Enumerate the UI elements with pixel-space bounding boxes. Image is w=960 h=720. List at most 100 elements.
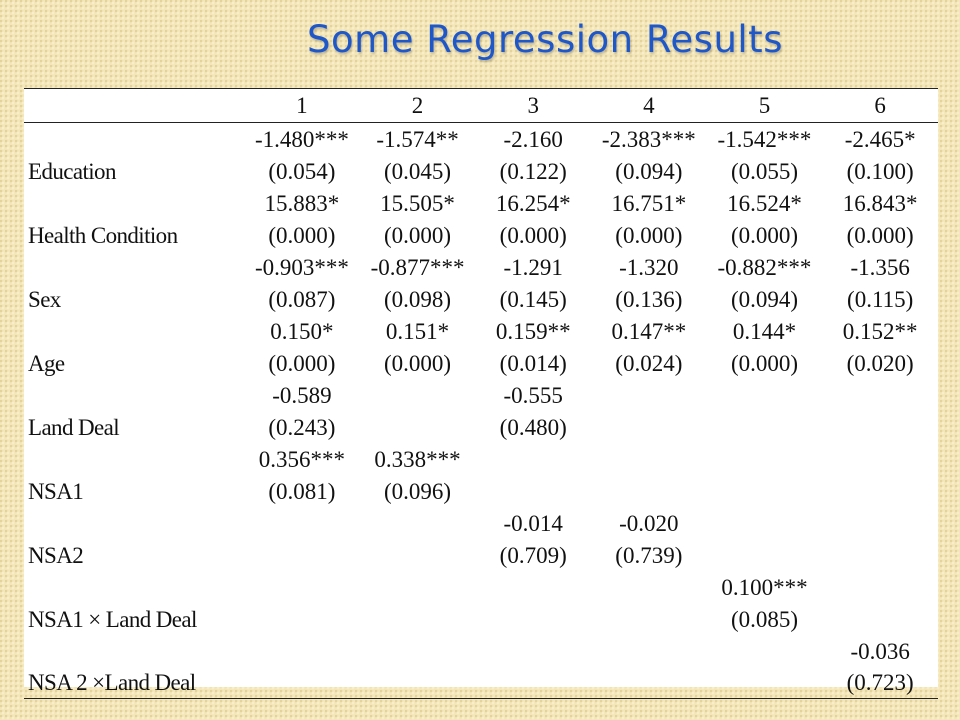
standard-error-cell: (0.122) [499, 158, 567, 184]
coefficient-row: 15.883* 15.505* 16.254* 16.751* 16.524* 16.84… [24, 187, 938, 220]
standard-error-cell [591, 476, 707, 507]
coefficient-cell [244, 571, 360, 604]
coefficient-cell: -1.480*** [254, 126, 349, 152]
coefficient-cell: 15.505* [380, 190, 455, 216]
coefficient-cell: 0.356*** [258, 446, 346, 472]
standard-error-cell: (0.000) [268, 350, 336, 376]
standard-error-row: Sex (0.087) (0.098) (0.145) (0.136) (0.094) (0… [24, 284, 938, 315]
coefficient-cell [822, 507, 938, 540]
spacer-cell [24, 443, 244, 476]
coefficient-cell: -1.356 [850, 254, 910, 280]
variable-label: NSA2 [28, 542, 84, 568]
standard-error-cell [244, 540, 360, 571]
variable-label: Age [28, 350, 65, 376]
standard-error-cell: (0.000) [730, 222, 799, 248]
standard-error-cell [822, 412, 938, 443]
variable-label: NSA1 × Land Deal [28, 606, 197, 632]
spacer-cell [24, 635, 244, 668]
variable-label: Education [28, 158, 116, 184]
standard-error-cell: (0.094) [730, 286, 799, 312]
standard-error-cell: (0.115) [847, 286, 914, 312]
coefficient-row: 0.100*** [24, 571, 938, 604]
coefficient-row: -0.903*** -0.877*** -1.291 -1.320 -0.882*** -… [24, 251, 938, 284]
coefficient-cell [475, 571, 591, 604]
standard-error-cell [360, 540, 476, 571]
spacer-cell [24, 251, 244, 284]
coefficient-cell: -0.882*** [717, 254, 812, 280]
standard-error-cell [822, 604, 938, 635]
standard-error-cell: (0.480) [499, 414, 567, 440]
standard-error-cell: (0.000) [268, 222, 336, 248]
standard-error-cell: (0.739) [615, 542, 683, 568]
standard-error-cell: (0.723) [822, 667, 938, 699]
coefficient-row: -0.589 -0.555 [24, 379, 938, 412]
spacer-cell [24, 315, 244, 348]
standard-error-row: NSA1 (0.081) (0.096) [24, 476, 938, 507]
standard-error-cell [475, 604, 591, 635]
standard-error-cell [475, 476, 591, 507]
standard-error-cell: (0.045) [384, 158, 452, 184]
coefficient-cell: -0.589 [272, 382, 332, 408]
coefficient-cell [244, 507, 360, 540]
standard-error-cell: (0.081) [268, 478, 336, 504]
coefficient-cell [707, 635, 823, 668]
standard-error-cell [707, 540, 823, 571]
standard-error-cell: (0.136) [615, 286, 683, 312]
coefficient-cell: -0.877*** [370, 254, 465, 280]
coefficient-cell: -0.903*** [254, 254, 349, 280]
standard-error-cell [822, 540, 938, 571]
coefficient-cell [591, 635, 707, 668]
spacer-cell [24, 379, 244, 412]
coefficient-row: -0.036 [24, 635, 938, 668]
standard-error-cell: (0.145) [499, 286, 567, 312]
standard-error-row: NSA2 (0.709) (0.739) [24, 540, 938, 571]
coefficient-cell: 16.751* [611, 190, 687, 216]
coefficient-row: 0.356*** 0.338*** [24, 443, 938, 476]
standard-error-cell: (0.014) [499, 350, 567, 376]
coefficient-row: -0.014 -0.020 [24, 507, 938, 540]
coefficient-cell [475, 635, 591, 668]
header-cell: 3 [475, 88, 592, 123]
standard-error-cell: (0.000) [615, 222, 683, 248]
coefficient-cell: -2.383*** [601, 126, 696, 152]
standard-error-cell: (0.085) [730, 606, 799, 632]
coefficient-cell [244, 635, 360, 668]
standard-error-cell: (0.000) [384, 222, 452, 248]
coefficient-cell: 16.843* [842, 190, 918, 216]
coefficient-cell: -0.555 [503, 382, 563, 408]
spacer-cell [24, 187, 244, 220]
standard-error-cell [360, 604, 476, 635]
coefficient-cell: 16.254* [495, 190, 571, 216]
standard-error-cell: (0.020) [846, 350, 914, 376]
coefficient-cell: -2.160 [503, 126, 563, 152]
coefficient-cell: -0.036 [850, 638, 910, 664]
coefficient-cell: 0.151* [385, 318, 450, 344]
standard-error-cell: (0.000) [384, 350, 452, 376]
header-cell: 1 [244, 88, 360, 123]
standard-error-row: Age (0.000) (0.000) (0.014) (0.024) (0.000) (0… [24, 348, 938, 379]
standard-error-row: NSA 2 ×Land Deal (0.723) [24, 667, 938, 699]
standard-error-cell: (0.055) [730, 158, 799, 184]
standard-error-row: Land Deal (0.243) (0.480) [24, 412, 938, 443]
header-cell: 5 [706, 88, 823, 123]
coefficient-cell: -1.574** [376, 126, 459, 152]
coefficient-cell: -0.020 [619, 510, 679, 536]
header-cell: 2 [359, 88, 476, 123]
coefficient-row: -1.480*** -1.574** -2.160 -2.383*** -1.542**… [24, 123, 938, 156]
header-row: 1 2 3 4 5 6 [24, 88, 938, 123]
coefficient-cell [591, 379, 707, 412]
coefficient-cell [707, 443, 823, 476]
standard-error-cell [706, 667, 823, 699]
coefficient-cell [360, 379, 476, 412]
standard-error-cell: (0.000) [730, 350, 799, 376]
coefficient-cell [591, 443, 707, 476]
coefficient-cell: 0.147** [611, 318, 687, 344]
regression-table: 1 2 3 4 5 6 -1.480*** -1.574** -2.160 -2.38… [24, 88, 938, 699]
variable-label: Sex [28, 286, 61, 312]
coefficient-cell: 0.159** [495, 318, 571, 344]
coefficient-cell [707, 379, 823, 412]
standard-error-cell [359, 667, 476, 699]
standard-error-cell [360, 412, 476, 443]
standard-error-cell [591, 604, 707, 635]
standard-error-cell: (0.709) [499, 542, 567, 568]
